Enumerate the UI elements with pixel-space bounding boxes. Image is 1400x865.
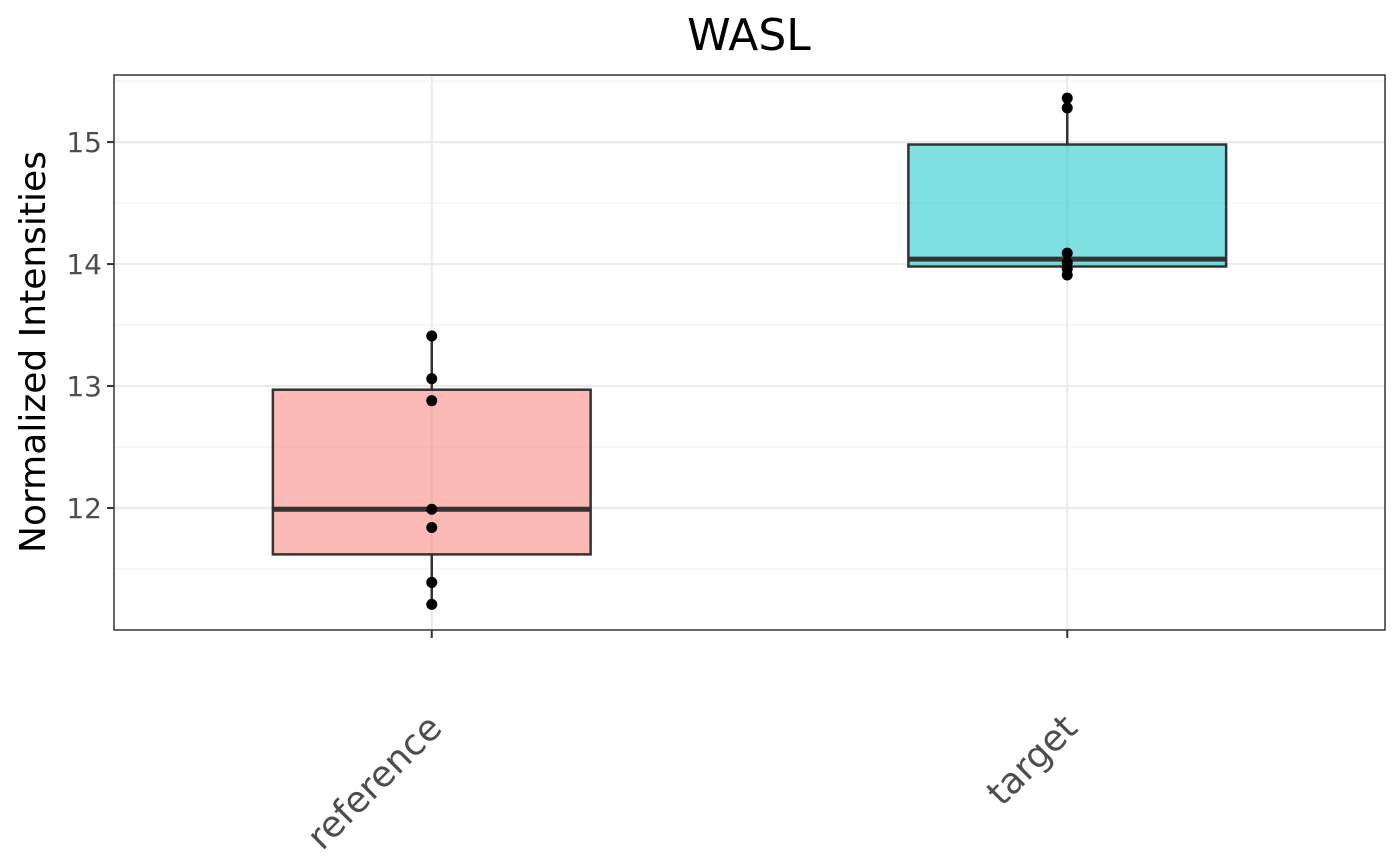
- data-point: [426, 576, 438, 588]
- box-target: [907, 143, 1228, 268]
- data-point: [426, 395, 438, 407]
- y-tick-label: 15: [66, 126, 102, 159]
- plot-layer: 12 13 14 15 reference target: [66, 74, 1386, 858]
- data-point: [426, 503, 438, 515]
- panel-border: [113, 74, 1386, 631]
- data-point: [1061, 102, 1073, 114]
- y-tick-label: 14: [66, 248, 102, 281]
- chart-title: WASL: [687, 10, 811, 61]
- x-tick-label-target: target: [979, 707, 1085, 813]
- data-point: [1061, 247, 1073, 259]
- y-tick-label: 13: [66, 370, 102, 403]
- data-point: [1061, 92, 1073, 104]
- data-point: [426, 330, 438, 342]
- data-point: [426, 373, 438, 385]
- data-point: [426, 522, 438, 534]
- data-point: [426, 598, 438, 610]
- y-tick-label: 12: [66, 492, 102, 525]
- x-tick-label-reference: reference: [300, 707, 451, 858]
- y-axis-label: Normalized Intensities: [13, 151, 54, 553]
- data-point: [1061, 269, 1073, 281]
